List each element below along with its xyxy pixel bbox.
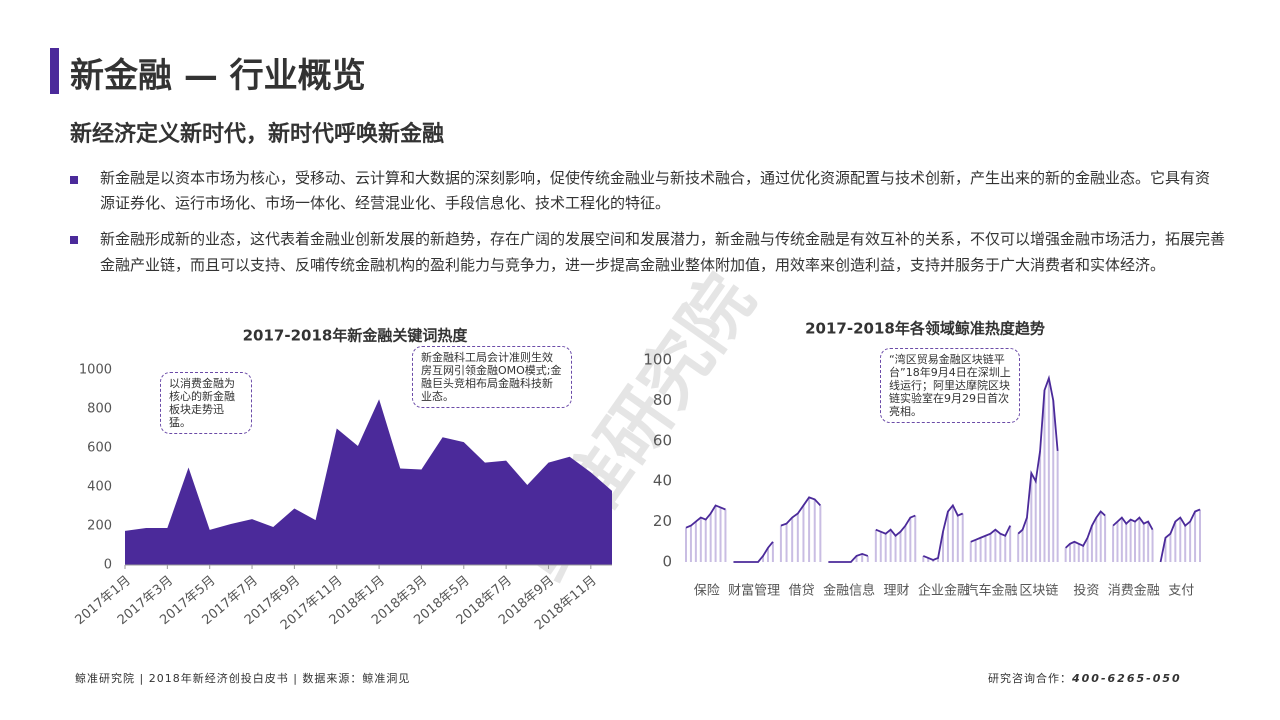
y-tick-label: 80 bbox=[653, 391, 672, 409]
line bbox=[685, 504, 726, 529]
chart-title: 2017-2018年新金融关键词热度 bbox=[243, 327, 469, 345]
y-tick-label: 60 bbox=[653, 431, 672, 449]
line bbox=[970, 525, 1011, 543]
x-tick-label: 保险 bbox=[694, 584, 720, 599]
bullet-text: 新金融形成新的业态，这代表着金融业创新发展的新趋势，存在广阔的发展空间和发展潜力… bbox=[100, 230, 1226, 274]
line bbox=[922, 503, 964, 561]
line bbox=[1112, 516, 1154, 531]
x-tick-label: 汽车金融 bbox=[965, 583, 1017, 599]
annotation: “湾区贸易金融区块链平台”18年9月4日在深圳上线运行；阿里达摩院区块链实验室在… bbox=[880, 348, 1020, 423]
line bbox=[1017, 374, 1059, 535]
y-tick-label: 400 bbox=[87, 480, 112, 495]
y-tick-label: 600 bbox=[87, 441, 112, 456]
line bbox=[1159, 508, 1201, 563]
title-bar bbox=[50, 48, 59, 94]
y-tick-label: 100 bbox=[643, 351, 672, 369]
footer-source: 鲸准研究院 | 2018年新经济创投白皮书 | 数据来源：鲸准洞见 bbox=[75, 672, 411, 685]
line bbox=[1065, 510, 1106, 549]
annotation: 以消费金融为核心的新金融板块走势迅猛。 bbox=[160, 372, 252, 434]
x-tick-label: 区块链 bbox=[1019, 584, 1058, 599]
x-tick-label: 支付 bbox=[1168, 584, 1194, 599]
x-tick-label: 理财 bbox=[884, 584, 910, 599]
y-tick-label: 0 bbox=[662, 553, 672, 571]
line bbox=[875, 514, 916, 538]
x-tick-label: 借贷 bbox=[789, 584, 815, 599]
x-tick-label: 财富管理 bbox=[728, 583, 780, 599]
y-tick-label: 1000 bbox=[79, 363, 112, 378]
y-tick-label: 0 bbox=[104, 558, 112, 573]
x-tick-label: 消费金融 bbox=[1108, 583, 1160, 599]
x-tick-label: 投资 bbox=[1073, 583, 1099, 599]
line bbox=[780, 496, 822, 527]
bullet-icon bbox=[70, 236, 78, 244]
bullet-text: 新金融是以资本市场为核心，受移动、云计算和大数据的深刻影响，促使传统金融业与新技… bbox=[100, 169, 1211, 212]
subtitle: 新经济定义新时代，新时代呼唤新金融 bbox=[70, 122, 445, 147]
x-tick-label: 企业金融 bbox=[918, 583, 970, 599]
y-tick-label: 800 bbox=[87, 402, 112, 417]
footer-contact: 研究咨询合作：400-6265-050 bbox=[988, 670, 1182, 686]
line bbox=[733, 541, 774, 563]
bullet-icon bbox=[70, 176, 78, 184]
area bbox=[125, 399, 612, 565]
footer-label: 研究咨询合作： bbox=[988, 672, 1072, 685]
title: 新金融 — 行业概览 bbox=[70, 56, 366, 96]
y-tick-label: 20 bbox=[653, 512, 672, 530]
annotation: 新金融科工局会计准则生效房互网引领金融OMO模式;金融巨头竞相布局金融科技新业态… bbox=[412, 346, 572, 408]
x-tick-label: 金融信息 bbox=[823, 583, 875, 599]
line bbox=[828, 552, 869, 563]
y-tick-label: 200 bbox=[87, 519, 112, 534]
chart-title: 2017-2018年各领域鲸准热度趋势 bbox=[805, 320, 1045, 338]
footer-phone: 400-6265-050 bbox=[1072, 672, 1182, 685]
y-tick-label: 40 bbox=[653, 472, 672, 490]
